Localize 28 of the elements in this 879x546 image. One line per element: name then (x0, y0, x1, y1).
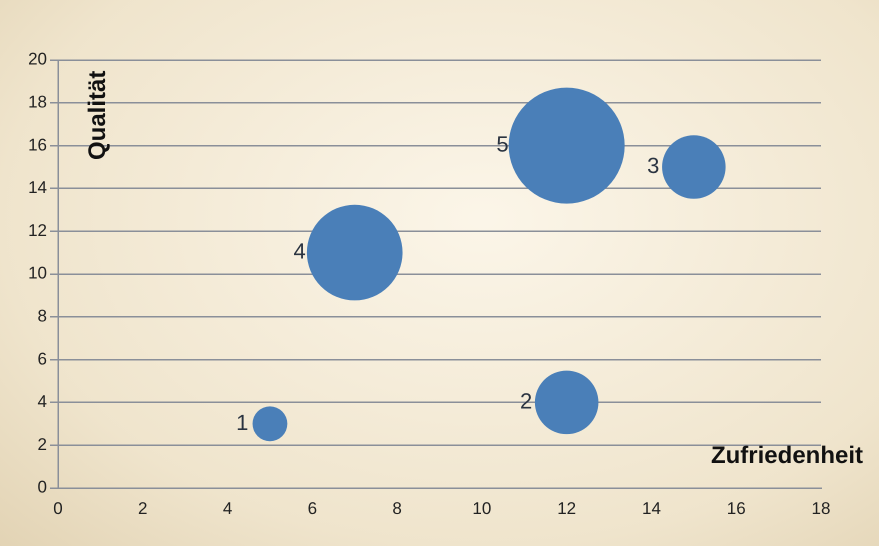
x-tick-label: 6 (308, 498, 318, 518)
y-tick-label: 2 (38, 434, 47, 454)
y-tick-label: 0 (38, 478, 47, 497)
x-tick-label: 2 (138, 498, 148, 518)
annotation: 3 (647, 153, 660, 178)
x-tick-label: 0 (53, 498, 63, 518)
x-tick-label: 18 (812, 498, 830, 518)
x-axis-title: Zufriedenheit (710, 442, 863, 470)
annotation: 2 (520, 388, 532, 414)
y-tick-label: 12 (28, 220, 47, 240)
y-tick-label: 20 (28, 50, 47, 69)
y-tick-label: 16 (28, 135, 47, 154)
y-tick-label: 8 (38, 306, 47, 326)
y-tick-label: 18 (28, 92, 47, 112)
x-tick-label: 10 (472, 498, 492, 518)
x-tick-label: 4 (222, 498, 232, 518)
y-tick-label: 6 (38, 349, 47, 368)
x-tick-label: 16 (726, 498, 746, 518)
y-tick-label: 14 (28, 178, 47, 198)
x-tick-label: 8 (392, 498, 402, 518)
annotation: 5 (496, 132, 509, 157)
annotation: 1 (236, 410, 248, 435)
annotation: 4 (294, 238, 306, 264)
x-tick-label: 12 (557, 498, 576, 518)
y-tick-label: 4 (38, 392, 47, 412)
y-tick-label: 10 (28, 264, 47, 283)
x-tick-label: 14 (642, 498, 661, 518)
y-axis-title: Qualität (84, 70, 112, 160)
